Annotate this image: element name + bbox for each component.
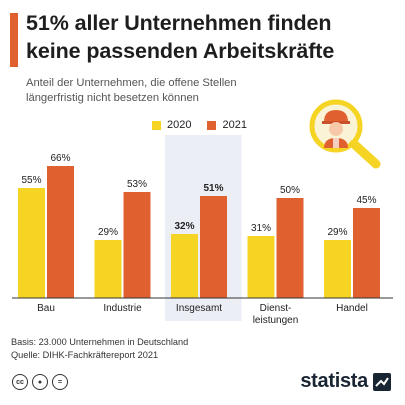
data-label-industrie-2021: 53% [127,179,147,190]
subtitle-line-1: Anteil der Unternehmen, die offene Stell… [26,77,237,89]
accent-bar [10,13,18,67]
data-label-industrie-2020: 29% [98,227,118,238]
title-line-1: 51% aller Unternehmen finden [26,11,332,35]
bar-insgesamt-2021 [200,196,227,298]
bar-industrie-2021 [123,192,151,298]
bar-handel-2020 [324,240,351,298]
legend-swatch-2021 [207,120,217,130]
subtitle-line-2: längerfristig nicht besetzen können [26,92,199,104]
legend: 2020 2021 [152,119,257,131]
footer-source: Quelle: DIHK-Fachkräftereport 2021 [11,349,159,360]
bar-bau-2021 [47,166,74,298]
legend-label-2021: 2021 [222,119,247,131]
bar-bau-2020 [18,188,45,298]
nd-icon[interactable]: = [52,374,68,390]
legend-label-2020: 2020 [167,119,192,131]
category-label-insgesamt: Insgesamt [176,303,222,314]
bar-handel-2021 [353,208,380,298]
data-label-insgesamt-2021: 51% [203,183,223,194]
category-label-industrie: Industrie [103,303,142,314]
legend-item-2021: 2021 [207,119,247,131]
bar-insgesamt-2020 [171,234,198,298]
data-label-dienst-leistungen-2020: 31% [251,223,271,234]
cc-icon[interactable]: cc [12,374,28,390]
statista-logo-icon [373,372,391,391]
statista-logo[interactable]: statista [300,370,391,393]
data-label-bau-2021: 66% [50,153,70,164]
bar-dienst-leistungen-2020 [247,236,275,298]
chart-subtitle: Anteil der Unternehmen, die offene Stell… [26,76,326,106]
bar-dienst-leistungen-2021 [276,198,304,298]
license-icons: cc ● = [12,374,68,390]
footer: Basis: 23.000 Unternehmen in Deutschland… [11,336,188,361]
by-icon[interactable]: ● [32,374,48,390]
data-label-insgesamt-2020: 32% [174,221,194,232]
magnifier-worker-icon [309,99,381,169]
category-label-dienst-leistungen-2: leistungen [253,315,299,326]
bar-industrie-2020 [94,240,122,298]
legend-item-2020: 2020 [152,119,191,131]
data-label-dienst-leistungen-2021: 50% [280,185,300,196]
data-label-handel-2020: 29% [327,227,347,238]
title-line-2: keine passenden Arbeitskräfte [26,39,335,63]
brand-name: statista [300,370,368,392]
footer-basis: Basis: 23.000 Unternehmen in Deutschland [11,337,189,347]
category-label-dienst-leistungen-1: Dienst- [260,303,292,314]
category-label-handel: Handel [336,303,368,314]
category-label-bau: Bau [37,303,55,314]
data-label-bau-2020: 55% [21,175,41,186]
legend-swatch-2020 [152,120,161,130]
chart-title: 51% aller Unternehmen finden keine passe… [26,9,398,65]
data-label-handel-2021: 45% [356,195,376,206]
